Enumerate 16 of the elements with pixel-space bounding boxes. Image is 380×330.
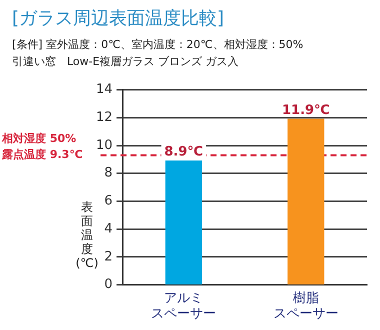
y-axis-title: 表面温度(℃): [74, 200, 100, 270]
data-label: 11.9℃: [282, 102, 330, 118]
x-tick-label: 樹脂スペーサー: [273, 290, 338, 322]
chart-subtitle: [条件] 室外温度：0℃、室内温度：20℃、相対湿度：50% 引違い窓 Low-E複層ガラス ブロンズ ガス入: [12, 37, 304, 70]
y-tick-label: 0: [104, 277, 113, 292]
data-label: 8.9℃: [164, 144, 204, 160]
y-tick-label: 12: [96, 110, 113, 126]
x-tick-label: アルミスペーサー: [151, 290, 216, 322]
y-tick-label: 4: [104, 221, 113, 236]
y-tick-label: 6: [104, 194, 113, 209]
ref-line-label: 相対湿度 50% 露点温度 9.3℃: [1, 132, 83, 162]
y-tick-label: 10: [96, 138, 113, 153]
chart-title: [ガラス周辺表面温度比較]: [12, 7, 224, 30]
y-tick-label: 2: [104, 249, 113, 264]
y-tick-label: 14: [96, 82, 113, 98]
y-tick-label: 8: [104, 166, 113, 181]
